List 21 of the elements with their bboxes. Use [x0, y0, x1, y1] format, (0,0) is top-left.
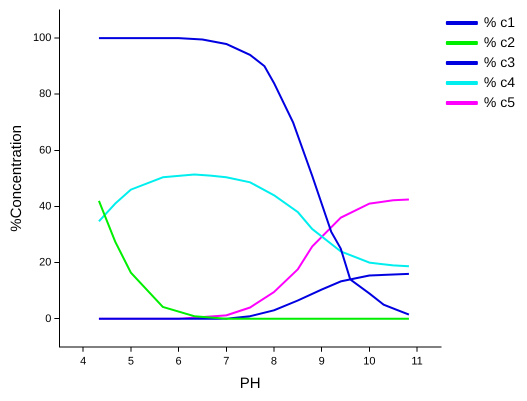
legend-label: % c3: [484, 54, 516, 70]
x-tick-label: 10: [363, 355, 376, 368]
x-axis-title: PH: [240, 375, 261, 392]
x-tick-label: 8: [270, 355, 278, 368]
x-tick-label: 6: [176, 355, 182, 368]
x-tick-label: 11: [411, 355, 423, 368]
y-tick-label: 20: [39, 256, 52, 269]
y-tick-label: 100: [32, 32, 52, 44]
x-tick-label: 7: [223, 355, 230, 368]
x-tick-label: 9: [318, 355, 325, 368]
legend-label: % c1: [484, 14, 516, 30]
y-tick-label: 40: [39, 200, 52, 212]
y-tick-label: 60: [39, 144, 52, 156]
y-axis-title: %Concentration: [8, 125, 26, 232]
y-tick-label: 0: [45, 312, 52, 325]
legend-label: % c4: [484, 74, 516, 90]
x-tick-label: 4: [80, 355, 86, 368]
y-tick-label: 80: [39, 88, 52, 100]
legend-label: % c2: [484, 34, 516, 50]
x-tick-label: 5: [128, 355, 134, 368]
legend-label: % c5: [484, 94, 516, 110]
